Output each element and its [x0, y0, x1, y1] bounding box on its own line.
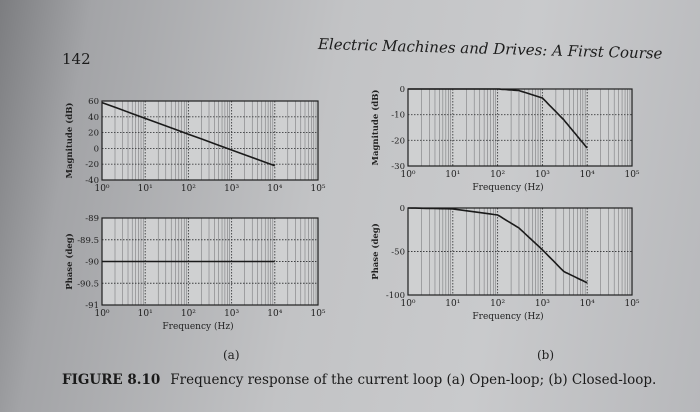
y-tick-label: -50 [391, 248, 405, 258]
y-tick-label: -10 [391, 111, 405, 121]
y-axis-label: Phase (deg) [64, 233, 75, 290]
x-tick-label: 10⁰ [94, 309, 109, 319]
x-tick-label: 10² [181, 309, 196, 319]
y-tick-label: 40 [88, 113, 99, 123]
x-axis-label: Frequency (Hz) [472, 182, 543, 193]
x-tick-label: 10³ [535, 299, 550, 309]
y-tick-label: -30 [391, 162, 405, 172]
plot-area [102, 101, 318, 180]
x-tick-label: 10¹ [445, 170, 460, 180]
y-tick-label: 0 [400, 85, 405, 95]
x-tick-label: 10² [490, 170, 505, 180]
subfigure-a-label: (a) [223, 348, 240, 362]
series-line [407, 207, 588, 284]
x-tick-label: 10¹ [138, 184, 153, 194]
chart-b-magnitude: 10⁰ 10¹ 10² 10³ 10⁴ 10⁵ 0 -10 -20 -30 Magnitude (d… [370, 85, 640, 193]
x-tick-label: 10⁴ [267, 184, 282, 194]
x-tick-label: 10² [181, 184, 196, 194]
y-tick-label: -90.5 [77, 279, 99, 289]
x-tick-label: 10⁰ [400, 170, 415, 180]
x-tick-label: 10¹ [445, 299, 460, 309]
x-axis-label: Frequency (Hz) [472, 311, 543, 322]
y-tick-label: -89.5 [77, 236, 99, 246]
x-tick-label: 10² [490, 299, 505, 309]
x-tick-label: 10³ [224, 309, 239, 319]
x-tick-label: 10⁰ [94, 184, 109, 194]
y-tick-label: 0 [94, 144, 99, 154]
y-tick-label: -91 [85, 301, 99, 311]
x-tick-label: 10⁴ [580, 170, 595, 180]
plot-area [408, 89, 632, 166]
x-tick-label: 10⁵ [624, 170, 639, 180]
x-tick-label: 10³ [535, 170, 550, 180]
y-axis-label: Phase (deg) [370, 223, 381, 280]
figure-caption: FIGURE 8.10 Frequency response of the cur… [62, 372, 656, 388]
x-tick-label: 10⁴ [580, 299, 595, 309]
y-tick-label: -100 [386, 291, 405, 301]
y-tick-label: 0 [400, 204, 405, 214]
series-line [101, 101, 276, 167]
subfigure-b-label: (b) [537, 348, 555, 362]
caption-text: Frequency response of the current loop (… [170, 372, 657, 388]
x-tick-label: 10⁴ [267, 309, 282, 319]
y-tick-label: -20 [391, 136, 405, 146]
series-line [408, 88, 588, 149]
x-tick-label: 10³ [224, 184, 239, 194]
y-tick-label: 60 [88, 97, 99, 107]
x-tick-label: 10⁰ [400, 299, 415, 309]
page-number: 142 [62, 50, 91, 68]
x-axis-label: Frequency (Hz) [162, 321, 233, 332]
plot-frame [407, 207, 633, 296]
y-tick-label: 20 [88, 129, 99, 139]
x-tick-label: 10¹ [138, 309, 153, 319]
chart-a-magnitude: 10⁰ 10¹ 10² 10³ 10⁴ 10⁵ 60 40 20 0 -20 -40 Magnitude… [64, 97, 326, 194]
y-tick-label: -20 [85, 160, 99, 170]
x-tick-label: 10⁵ [624, 299, 639, 309]
y-axis-label: Magnitude (dB) [370, 90, 381, 166]
y-axis-label: Magnitude (dB) [64, 103, 75, 179]
plot-frame [407, 88, 633, 167]
plot-frame [101, 100, 319, 181]
x-tick-label: 10⁵ [310, 184, 325, 194]
figure-label: FIGURE 8.10 [62, 372, 161, 388]
chart-a-phase: 10⁰ 10¹ 10² 10³ 10⁴ 10⁵ -89 -89.5 -90 -90.5 -91 Pha… [64, 214, 326, 332]
y-tick-label: -40 [85, 176, 99, 186]
x-tick-label: 10⁵ [310, 309, 325, 319]
y-tick-label: -89 [85, 214, 99, 224]
y-tick-label: -90 [85, 258, 99, 268]
chart-b-phase: 10⁰ 10¹ 10² 10³ 10⁴ 10⁵ 0 -50 -100 Phase (deg) Fre… [370, 204, 640, 322]
